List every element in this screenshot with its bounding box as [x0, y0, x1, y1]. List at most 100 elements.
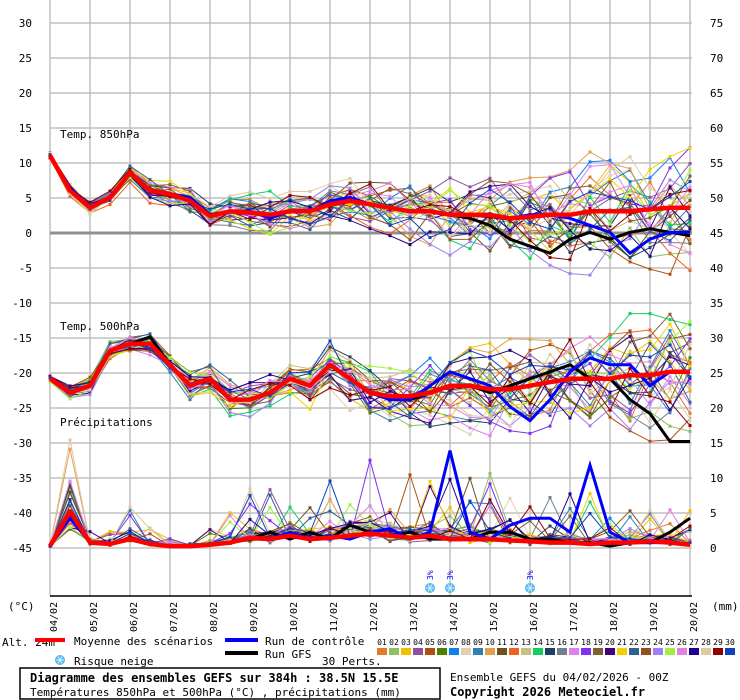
legend: Moyenne des scénarios Run de contrôleRun …	[19, 635, 735, 700]
pert-point	[348, 531, 352, 535]
pert-point	[508, 231, 512, 235]
pert-point	[468, 346, 472, 350]
pert-point	[648, 195, 652, 199]
pert-point	[168, 185, 172, 189]
pert-point	[428, 376, 432, 380]
pert-point	[148, 349, 152, 353]
pert-point	[668, 312, 672, 316]
pert-point	[288, 390, 292, 394]
pert-point	[308, 216, 312, 220]
x-tick-label: 13/02	[409, 602, 420, 632]
pert-point	[348, 355, 352, 359]
pert-swatch	[377, 648, 387, 655]
pert-point	[488, 405, 492, 409]
pert-point	[568, 368, 572, 372]
pert-point	[268, 229, 272, 233]
pert-point	[448, 188, 452, 192]
pert-point	[248, 226, 252, 230]
x-tick-label: 20/02	[689, 602, 700, 632]
pert-point	[508, 337, 512, 341]
pert-point	[628, 427, 632, 431]
pert-point	[568, 399, 572, 403]
pert-point	[648, 439, 652, 443]
pert-point	[308, 516, 312, 520]
pert-point	[488, 368, 492, 372]
pert-point	[628, 386, 632, 390]
pert-point	[508, 209, 512, 213]
pert-point	[288, 193, 292, 197]
pert-point	[628, 234, 632, 238]
pert-point	[408, 367, 412, 371]
pert-point	[428, 395, 432, 399]
pert-point	[568, 406, 572, 410]
pert-point	[428, 402, 432, 406]
pert-point	[488, 504, 492, 508]
snowflake-icon	[425, 583, 435, 593]
pert-point	[528, 201, 532, 205]
legend-mean-swatch	[35, 638, 65, 642]
pert-point	[648, 368, 652, 372]
pert-point	[248, 529, 252, 533]
pert-point	[428, 524, 432, 528]
pert-number: 29	[713, 638, 723, 647]
pert-number: 19	[593, 638, 603, 647]
pert-point	[608, 247, 612, 251]
pert-point	[208, 368, 212, 372]
pert-point	[328, 214, 332, 218]
pert-point	[608, 360, 612, 364]
pert-point	[208, 365, 212, 369]
pert-point	[548, 223, 552, 227]
pert-point	[468, 232, 472, 236]
pert-point	[668, 364, 672, 368]
right-tick-label: 30	[710, 332, 723, 345]
pert-point	[588, 206, 592, 210]
pert-point	[68, 504, 72, 508]
pert-point	[588, 227, 592, 231]
pert-point	[148, 332, 152, 336]
pert-point	[488, 376, 492, 380]
pert-point	[548, 388, 552, 392]
pert-point	[288, 199, 292, 203]
pert-point	[308, 378, 312, 382]
pert-point	[648, 517, 652, 521]
pert-point	[108, 529, 112, 533]
pert-point	[428, 189, 432, 193]
pert-point	[468, 370, 472, 374]
pert-point	[428, 425, 432, 429]
pert-point	[168, 540, 172, 544]
pert-point	[688, 320, 692, 324]
pert-point	[268, 534, 272, 538]
pert-point	[588, 405, 592, 409]
pert-point	[308, 370, 312, 374]
pert-point	[608, 222, 612, 226]
pert-point	[228, 388, 232, 392]
pert-point	[328, 216, 332, 220]
pert-point	[128, 347, 132, 351]
pert-point	[348, 525, 352, 529]
pert-point	[668, 424, 672, 428]
left-tick-label: -10	[12, 297, 32, 310]
pert-point	[348, 176, 352, 180]
pert-point	[488, 410, 492, 414]
pert-number: 21	[617, 638, 627, 647]
pert-point	[528, 431, 532, 435]
right-tick-label: 0	[710, 542, 717, 555]
pert-point	[668, 155, 672, 159]
pert-point	[488, 416, 492, 420]
x-tick-label: 06/02	[129, 602, 140, 632]
pert-point	[108, 340, 112, 344]
pert-point	[288, 214, 292, 218]
pert-point	[668, 355, 672, 359]
pert-point	[268, 231, 272, 235]
pert-point	[608, 398, 612, 402]
pert-point	[288, 368, 292, 372]
pert-point	[648, 400, 652, 404]
pert-point	[488, 232, 492, 236]
pert-point	[608, 364, 612, 368]
pert-point	[688, 402, 692, 406]
pert-point	[688, 216, 692, 220]
x-tick-label: 15/02	[489, 602, 500, 632]
pert-point	[208, 363, 212, 367]
right-tick-label: 35	[710, 297, 723, 310]
pert-point	[268, 197, 272, 201]
